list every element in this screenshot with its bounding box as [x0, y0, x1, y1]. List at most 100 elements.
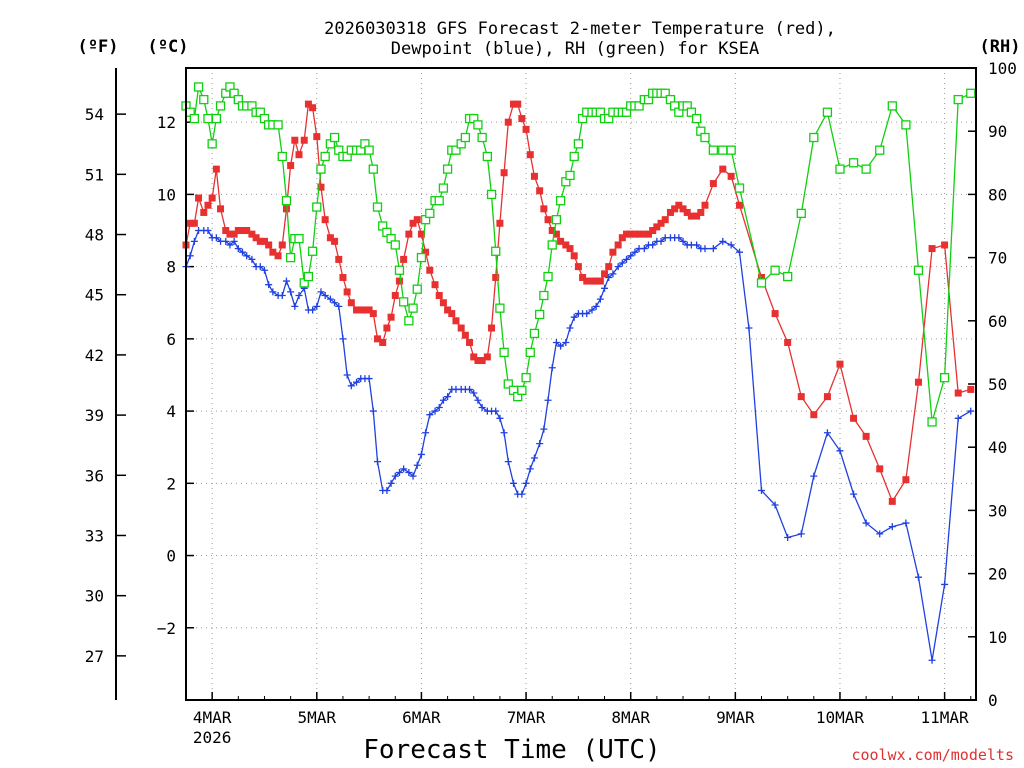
temperature-point: [623, 230, 631, 238]
temperature-point: [928, 245, 936, 253]
dewpoint-point: [823, 429, 831, 437]
temperature-point: [195, 194, 203, 202]
rh-point: [390, 240, 400, 250]
dewpoint-point: [335, 302, 343, 310]
temperature-point: [387, 313, 395, 321]
rh-point: [442, 164, 453, 174]
dewpoint-point: [627, 252, 635, 260]
temperature-point: [274, 252, 282, 260]
temperature-point: [326, 234, 334, 242]
temperature-point: [653, 223, 661, 231]
rh-point: [425, 208, 435, 219]
temperature-point: [605, 263, 613, 271]
temperature-point: [474, 357, 482, 365]
temperature-point: [540, 205, 548, 213]
dewpoint-point: [693, 241, 701, 249]
dewpoint-point: [248, 255, 256, 263]
temperature-point: [313, 133, 321, 141]
dewpoint-point: [387, 479, 395, 487]
temperature-point: [435, 292, 443, 300]
dewpoint-point: [914, 573, 922, 581]
rh-point: [473, 120, 483, 130]
temperature-point: [470, 353, 478, 361]
dewpoint-point: [719, 237, 727, 245]
temperature-point: [379, 338, 387, 346]
dewpoint-point: [295, 292, 303, 300]
rh-point: [416, 252, 427, 263]
date-tick-label: 7MAR: [507, 708, 546, 727]
rh-point: [434, 196, 444, 206]
temperature-point: [444, 306, 452, 314]
temperature-point: [339, 273, 347, 281]
temperature-point: [357, 306, 365, 314]
fahrenheit-tick-label: 27: [85, 647, 104, 666]
rh-point: [329, 132, 340, 143]
rh-point: [408, 303, 418, 313]
dewpoint-point: [583, 310, 591, 318]
temperature-point: [260, 237, 268, 245]
rh-point: [569, 151, 579, 162]
rh-point: [477, 132, 487, 143]
dewpoint-point: [391, 472, 399, 480]
celsius-tick-label: 2: [166, 474, 176, 493]
temperature-point: [644, 230, 652, 238]
rh-point: [660, 88, 670, 98]
rh-point: [848, 158, 859, 168]
dewpoint-point: [400, 465, 408, 473]
dewpoint-point: [422, 429, 430, 437]
rh-point: [953, 94, 963, 105]
rh-point: [565, 170, 575, 181]
fahrenheit-unit-label: (ºF): [78, 37, 119, 57]
temperature-point: [675, 201, 683, 209]
temperature-point: [640, 230, 648, 238]
rh-point: [809, 132, 819, 143]
temperature-point: [457, 324, 465, 332]
dewpoint-point: [282, 277, 290, 285]
rh-point: [273, 120, 283, 130]
credit-label: coolwx.com/modelts: [851, 746, 1014, 764]
temperature-point: [693, 212, 701, 220]
date-tick-label: 10MAR: [816, 708, 865, 727]
temperature-point: [239, 227, 247, 235]
rh-point: [634, 101, 644, 111]
temperature-point: [269, 248, 277, 256]
celsius-tick-label: 0: [166, 547, 176, 566]
rh-point: [307, 246, 318, 256]
fahrenheit-tick-label: 30: [85, 587, 104, 606]
temperature-point: [369, 310, 377, 318]
rh-point: [438, 183, 449, 193]
fahrenheit-tick-label: 48: [85, 226, 104, 245]
temperature-point: [304, 100, 312, 108]
rh-point: [404, 316, 414, 326]
rh-point: [966, 88, 976, 98]
rh-point: [822, 107, 833, 117]
temperature-point: [383, 324, 391, 332]
dewpoint-point: [649, 241, 657, 249]
temperature-point: [200, 208, 208, 216]
rh-point: [726, 145, 736, 155]
temperature-point: [400, 255, 408, 263]
rh-point: [547, 240, 557, 250]
celsius-tick-label: 6: [166, 330, 176, 349]
dewpoint-point: [190, 237, 198, 245]
rh-point: [207, 139, 217, 149]
dewpoint-point: [470, 389, 478, 397]
temperature-point: [291, 136, 299, 144]
dewpoint-point: [395, 468, 403, 476]
dewpoint-point: [339, 335, 347, 343]
temperature-point: [204, 201, 212, 209]
temperature-point: [736, 201, 744, 209]
dewpoint-point: [353, 378, 361, 386]
rh-series: [181, 82, 976, 427]
temperature-point: [544, 216, 552, 224]
dewpoint-point: [631, 248, 639, 256]
rh-tick-label: 10: [988, 628, 1007, 647]
temperature-point: [657, 219, 665, 227]
temperature-point: [208, 194, 216, 202]
dewpoint-point: [679, 237, 687, 245]
dewpoint-point: [369, 407, 377, 415]
celsius-tick-label: 4: [166, 402, 176, 421]
temperature-point: [335, 255, 343, 263]
rh-tick-label: 0: [988, 691, 998, 710]
temperature-point: [190, 219, 198, 227]
